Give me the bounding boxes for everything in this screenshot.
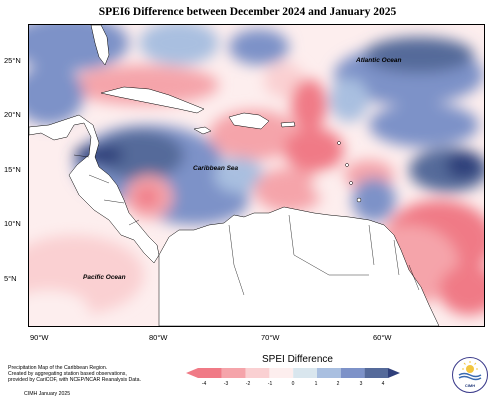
credit-note: CIMH January 2025 [24,391,71,397]
legend-swatch-6 [340,368,365,378]
spei-shading [29,25,484,326]
lat-label-20n: 20°N [4,110,21,119]
lon-label-80w: 80°W [149,333,168,342]
country-borders [73,154,420,296]
legend-swatch-0 [198,368,222,378]
cimh-logo: CIMH [452,357,488,393]
legend-tick-1: 1 [314,381,318,387]
legend-title: SPEI Difference [262,354,333,365]
legend-tick-3: 3 [359,381,363,387]
legend-tick--4: -4 [201,381,207,387]
land-masses [29,25,440,326]
legend-swatch-7 [364,368,388,378]
lon-label-90w: 90°W [30,333,49,342]
legend-swatch-1 [221,368,246,378]
legend-tick-4: 4 [381,381,385,387]
note-line-2: Created by aggregating station based obs… [8,371,127,377]
label-pacific-ocean: Pacific Ocean [83,274,126,281]
legend-tick--3: -3 [223,381,229,387]
lat-label-10n: 10°N [4,219,21,228]
sun-wave-icon [458,361,482,381]
legend-right-arrow [388,368,400,378]
spei-map-graphic [29,25,484,326]
legend-swatch-2 [245,368,270,378]
map-title: SPEI6 Difference between December 2024 a… [98,6,397,18]
lat-label-5n: 5°N [4,274,17,283]
legend-swatch-4 [293,368,317,378]
note-line-3: provided by CariCOF, with NCEP/NCAR Rean… [8,377,141,383]
note-line-1: Precipitation Map of the Caribbean Regio… [8,365,108,371]
legend-tick-2: 2 [336,381,340,387]
lat-label-25n: 25°N [4,56,21,65]
label-caribbean-sea: Caribbean Sea [193,165,239,172]
logo-text: CIMH [464,383,476,388]
label-atlantic-ocean: Atlantic Ocean [356,57,402,64]
lon-label-60w: 60°W [373,333,392,342]
legend-tick--2: -2 [245,381,251,387]
legend-colorbar [186,368,400,378]
legend-tick--1: -1 [267,381,273,387]
lon-label-70w: 70°W [261,333,280,342]
lat-label-15n: 15°N [4,165,21,174]
legend-swatch-5 [317,368,341,378]
legend-tick-0: 0 [291,381,295,387]
legend-swatch-3 [269,368,294,378]
legend-left-arrow [186,368,198,378]
spei-map [28,24,485,327]
